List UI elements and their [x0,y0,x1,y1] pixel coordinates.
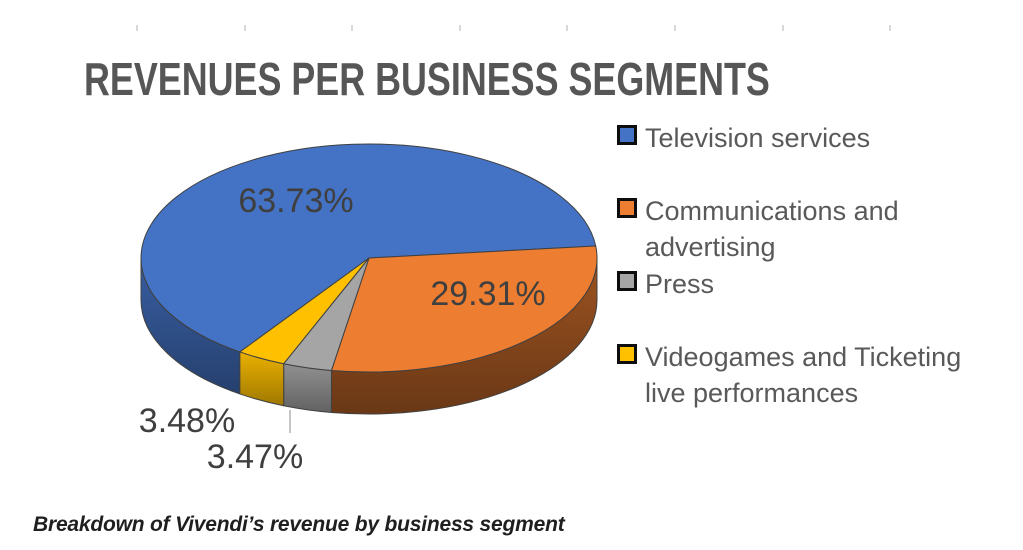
ruler-tick [136,25,138,31]
figure-caption: Breakdown of Vivendi’s revenue by busine… [33,513,565,536]
ruler-tick [889,25,891,31]
legend-label: Videogames and Ticketing live performanc… [645,342,962,408]
pie-label-communications-advertising: 29.31% [430,275,546,313]
legend-marker-press [617,271,637,291]
legend-marker-television-services [617,125,637,145]
legend-label: Television services [645,123,871,153]
legend-label: Press [645,269,715,299]
pie-label-videogames-ticketing: 3.48% [138,402,236,440]
pie-slice-videogames-and-ticketing-live-performances [239,257,370,365]
ruler-tick [244,25,246,31]
ruler-tick [459,25,461,31]
pie-label-television-services: 63.73% [238,182,354,220]
legend-item-press: Press [617,266,1017,302]
pie-label-press: 3.47% [206,438,304,476]
pie-slice-television-services [140,143,597,353]
legend-item-communications-advertising: Communications and advertising [617,193,1017,265]
chart-title: REVENUES PER BUSINESS SEGMENTS [84,53,770,105]
ruler-tick [782,25,784,31]
ruler-tick [351,25,353,31]
legend-item-videogames-ticketing: Videogames and Ticketing live performanc… [617,339,1017,411]
legend-label: Communications and advertising [645,196,899,262]
ruler-tick [566,25,568,31]
pie-slice-communications-and-advertising [330,245,598,373]
legend-marker-videogames-ticketing [617,344,637,364]
ruler-tick [674,25,676,31]
legend-item-television-services: Television services [617,120,1017,156]
pie-slice-press-side [283,363,332,413]
legend-marker-communications-advertising [617,198,637,218]
